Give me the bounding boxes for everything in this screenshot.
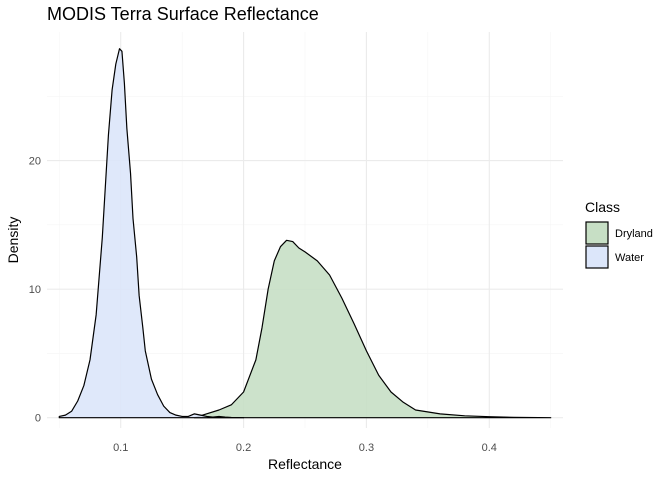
chart-title: MODIS Terra Surface Reflectance: [47, 4, 319, 24]
x-tick-label: 0.1: [113, 442, 128, 454]
legend-title: Class: [585, 199, 620, 215]
density-area-dryland: [193, 239, 552, 419]
legend-key-dryland: [585, 221, 609, 245]
y-tick-label: 10: [29, 284, 41, 296]
legend-label-water: Water: [615, 252, 644, 264]
density-areas: [58, 48, 552, 419]
y-tick-label: 0: [35, 413, 41, 425]
y-axis-title: Density: [5, 217, 21, 264]
y-tick-label: 20: [29, 156, 41, 168]
x-tick-label: 0.2: [236, 442, 251, 454]
legend-label-dryland: Dryland: [615, 228, 653, 240]
x-tick-label: 0.3: [359, 442, 374, 454]
legend: Class Dryland Water: [585, 199, 653, 269]
y-axis-ticks: 0 10 20: [29, 156, 41, 425]
density-area-water: [58, 48, 245, 419]
legend-key-water: [585, 245, 609, 269]
x-tick-label: 0.4: [482, 442, 497, 454]
x-axis-ticks: 0.1 0.2 0.3 0.4: [113, 442, 497, 454]
x-axis-title: Reflectance: [268, 456, 342, 472]
